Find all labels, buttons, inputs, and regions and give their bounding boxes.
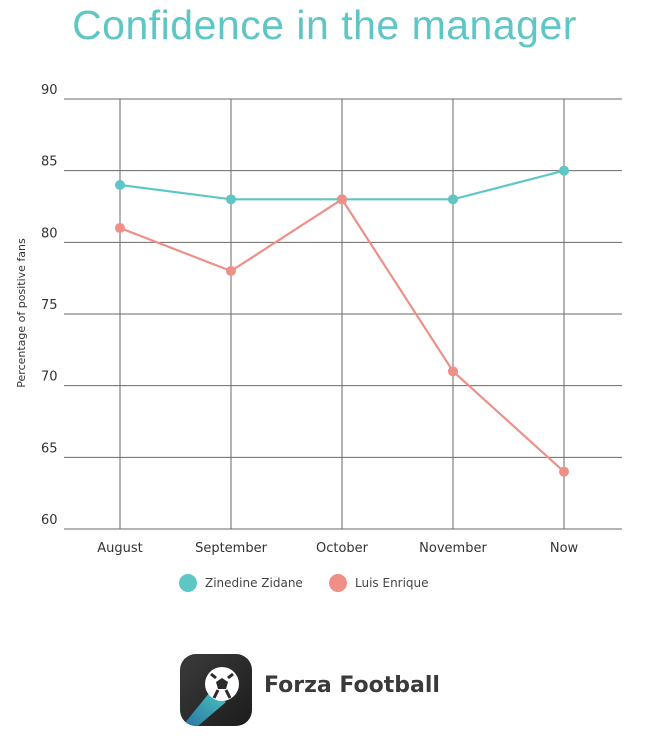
y-tick-label: 65 — [41, 441, 58, 456]
data-point — [448, 366, 458, 377]
y-tick-label: 70 — [41, 370, 58, 385]
y-tick-label: 75 — [41, 298, 58, 313]
y-tick-label: 90 — [41, 83, 58, 98]
x-tick-label: October — [316, 541, 369, 556]
line-chart: 60 65 70 75 80 85 90 August September October Nov… — [15, 83, 622, 592]
data-point — [226, 266, 236, 276]
y-axis-label: Percentage of positive fans — [15, 238, 28, 388]
x-tick-label: Now — [550, 541, 579, 556]
legend-marker — [329, 574, 347, 592]
x-axis: August September October November Now — [97, 541, 578, 556]
legend-label: Luis Enrique — [355, 576, 429, 590]
data-point — [559, 165, 569, 176]
series-points — [115, 165, 569, 477]
legend-marker — [179, 574, 197, 592]
brand-name: Forza Football — [264, 673, 440, 698]
data-point — [559, 466, 569, 477]
grid — [64, 98, 622, 530]
y-tick-label: 85 — [41, 155, 58, 170]
chart-title: Confidence in the manager — [72, 2, 577, 48]
legend: Zinedine Zidane Luis Enrique — [179, 574, 429, 592]
data-point — [226, 194, 236, 205]
x-tick-label: September — [195, 541, 268, 556]
y-tick-label: 80 — [41, 226, 58, 241]
data-point — [115, 180, 125, 190]
y-axis: 60 65 70 75 80 85 90 — [41, 83, 58, 528]
data-point — [448, 194, 458, 205]
y-tick-label: 60 — [41, 513, 58, 528]
forza-football-logo-icon — [180, 654, 252, 726]
data-point — [115, 223, 125, 233]
legend-label: Zinedine Zidane — [205, 576, 303, 590]
data-point — [337, 194, 347, 205]
x-tick-label: August — [97, 541, 143, 556]
x-tick-label: November — [419, 541, 487, 556]
